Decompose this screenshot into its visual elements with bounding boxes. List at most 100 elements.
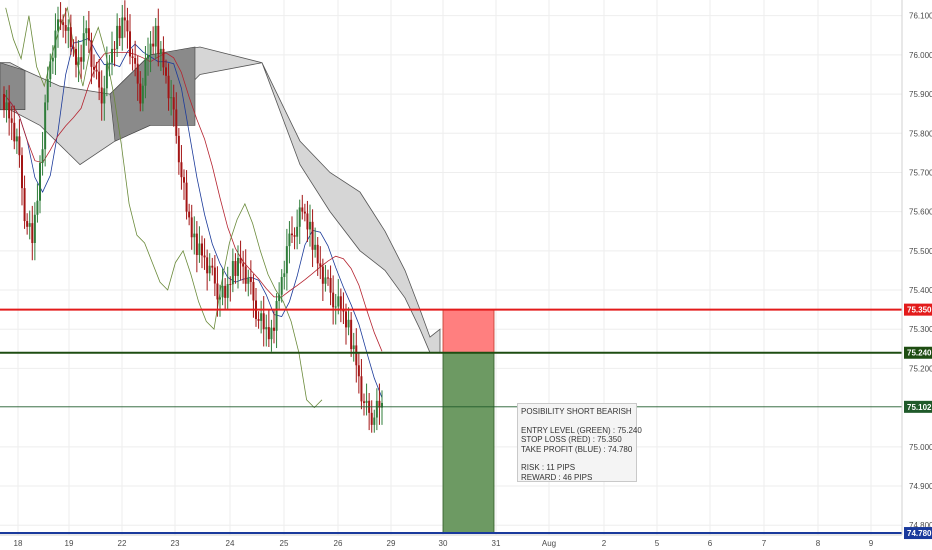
x-tick-label: 30 — [439, 539, 448, 548]
candle-body — [69, 27, 72, 48]
candle-body — [144, 58, 147, 86]
candle-body — [105, 63, 108, 89]
candle-body — [13, 122, 16, 142]
candle-body — [201, 243, 203, 256]
candle-body — [134, 58, 137, 64]
candle-body — [229, 284, 232, 286]
entry-badge — [904, 346, 932, 359]
candle-body — [239, 257, 242, 264]
candle-body — [381, 402, 383, 408]
candle-body — [188, 211, 191, 218]
candle-body — [129, 31, 131, 57]
candle-body — [303, 211, 306, 214]
candle-body — [226, 284, 229, 298]
note-entry: ENTRY LEVEL (GREEN) : 75.240 — [521, 425, 642, 435]
last-price-badge — [904, 400, 932, 413]
candle-body — [345, 311, 347, 328]
risk-reward-boxes — [442, 309, 495, 534]
candle-body — [244, 266, 247, 284]
candle-body — [123, 17, 126, 21]
candle-body — [316, 244, 319, 264]
candle-body — [211, 265, 214, 268]
candle-body — [131, 56, 134, 59]
candle-body — [170, 97, 173, 99]
tenkan-line — [3, 37, 383, 398]
candle-body — [324, 277, 327, 284]
x-tick-label: 25 — [280, 539, 289, 548]
candle-body — [23, 188, 26, 222]
candle-body — [306, 213, 309, 230]
candle-body — [206, 257, 209, 274]
candle-body — [301, 207, 304, 212]
candle-body — [363, 401, 365, 403]
candle-body — [221, 285, 224, 298]
candle-body — [293, 235, 296, 237]
candle-body — [80, 57, 83, 62]
candle-body — [185, 182, 188, 212]
candle-body — [113, 48, 116, 50]
candle-body — [352, 345, 355, 350]
y-tick-label: 75.000 — [909, 443, 932, 452]
candle-body — [33, 214, 36, 244]
x-tick-label: 24 — [226, 539, 235, 548]
candle-body — [5, 102, 8, 111]
candle-body — [216, 283, 219, 300]
candle-body — [267, 327, 270, 340]
candle-body — [360, 376, 363, 402]
candle-body — [365, 400, 368, 403]
kijun-line — [3, 52, 383, 352]
take-profit-badge — [904, 527, 932, 540]
candle-body — [219, 297, 221, 300]
level-badges: 75.350 75.240 75.102 74.780 — [904, 303, 932, 540]
candle-body — [103, 88, 106, 104]
candle-body — [265, 327, 268, 330]
candle-body — [347, 319, 350, 328]
y-tick-label: 74.800 — [909, 521, 932, 530]
candle-body — [280, 276, 283, 295]
candle-body — [126, 20, 129, 32]
stop-loss-badge — [904, 303, 932, 316]
note-reward: REWARD : 46 PIPS — [521, 472, 593, 482]
candle-body — [149, 43, 152, 55]
candle-body — [198, 243, 201, 256]
candle-body — [332, 292, 335, 308]
candle-body — [288, 233, 291, 247]
candles — [3, 0, 383, 433]
candle-body — [44, 102, 47, 150]
note-risk: RISK : 11 PIPS — [521, 463, 576, 472]
candle-body — [319, 263, 322, 267]
candle-body — [195, 233, 198, 256]
x-tick-label: 23 — [171, 539, 180, 548]
candle-body — [26, 221, 29, 227]
x-tick-label: 2 — [602, 539, 607, 548]
candle-body — [193, 233, 196, 238]
last-price-badge-label: 75.102 — [907, 403, 932, 412]
note-take: TAKE PROFIT (BLUE) : 74.780 — [521, 444, 633, 454]
candle-body — [321, 266, 324, 284]
y-tick-label: 75.900 — [909, 90, 932, 99]
candle-body — [147, 54, 149, 59]
candle-body — [116, 25, 119, 50]
x-tick-label: 6 — [708, 539, 713, 548]
candle-body — [159, 48, 162, 54]
candle-body — [154, 25, 157, 47]
x-tick-label: Aug — [542, 539, 556, 548]
candle-body — [257, 319, 260, 321]
y-tick-label: 75.300 — [909, 325, 932, 334]
candle-body — [270, 327, 273, 340]
candle-body — [67, 27, 70, 31]
x-tick-label: 18 — [14, 539, 23, 548]
y-tick-label: 74.900 — [909, 482, 932, 491]
candle-body — [136, 63, 139, 84]
candle-body — [75, 48, 77, 65]
candle-body — [373, 417, 376, 425]
candle-body — [49, 61, 52, 80]
candle-body — [39, 163, 41, 201]
candle-body — [10, 118, 13, 123]
price-levels — [0, 308, 902, 535]
candle-body — [275, 301, 278, 331]
candle-body — [180, 162, 183, 178]
candle-body — [72, 47, 75, 49]
candle-body — [121, 17, 124, 39]
